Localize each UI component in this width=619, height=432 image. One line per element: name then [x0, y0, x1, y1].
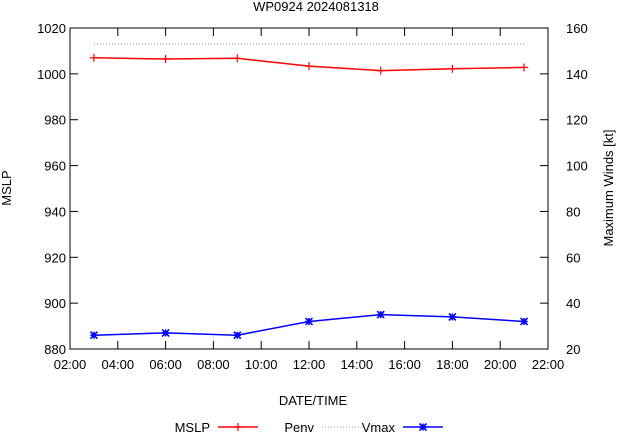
plot-area: 02:00 04:00 06:00 08:00 10:00 12:00 14:00 16:00… — [37, 21, 588, 372]
legend: MSLP Penv Vmax — [175, 420, 443, 432]
x-tick-label: 04:00 — [102, 357, 135, 372]
y-axis-right: 20 40 60 80 100 120 140 160 — [540, 21, 588, 357]
plus-marker — [520, 63, 529, 72]
y2-tick-label: 40 — [566, 296, 580, 311]
y-tick-label: 880 — [44, 342, 66, 357]
y-tick-label: 920 — [44, 250, 66, 265]
chart-title: WP0924 2024081318 — [253, 0, 379, 14]
legend-item: Penv — [284, 420, 362, 432]
plus-marker — [305, 62, 313, 71]
series-vmax — [89, 310, 529, 340]
y2-axis-label: Maximum Winds [kt] — [601, 129, 616, 246]
y2-tick-label: 140 — [566, 67, 588, 82]
x-tick-label: 12:00 — [293, 357, 326, 372]
x-tick-label: 02:00 — [54, 357, 87, 372]
x-tick-label: 10:00 — [245, 357, 278, 372]
series-layer — [89, 43, 529, 340]
plus-marker — [89, 53, 98, 62]
y-tick-label: 1000 — [37, 67, 66, 82]
plus-marker — [161, 54, 170, 63]
y-axis-label: MSLP — [0, 170, 14, 205]
x-tick-label: 22:00 — [532, 357, 565, 372]
x-axis-label: DATE/TIME — [279, 393, 348, 408]
y-tick-label: 980 — [44, 113, 66, 128]
x-tick-label: 06:00 — [149, 357, 182, 372]
y2-tick-label: 160 — [566, 21, 588, 36]
y2-tick-label: 100 — [566, 159, 588, 174]
y-tick-label: 940 — [44, 204, 66, 219]
y-axis-left: 880 900 920 940 960 980 1000 1020 — [37, 21, 78, 357]
star-marker — [520, 317, 529, 326]
series-penv — [89, 53, 529, 75]
y-tick-label: 900 — [44, 296, 66, 311]
star-marker — [233, 331, 242, 340]
star-marker — [448, 312, 457, 321]
x-tick-label: 18:00 — [436, 357, 469, 372]
plot-frame — [69, 27, 549, 350]
x-tick-label: 08:00 — [197, 357, 230, 372]
x-tick-label: 20:00 — [484, 357, 517, 372]
legend-label: MSLP — [175, 420, 210, 432]
plus-marker — [448, 64, 457, 73]
plus-marker — [234, 423, 242, 431]
x-tick-label: 16:00 — [388, 357, 421, 372]
star-marker — [304, 317, 314, 326]
y2-tick-label: 60 — [566, 250, 580, 265]
legend-item: Vmax — [362, 420, 443, 432]
y2-tick-label: 120 — [566, 113, 588, 128]
x-tick-label: 14:00 — [341, 357, 374, 372]
plus-marker — [233, 54, 242, 63]
legend-label: Vmax — [362, 420, 396, 432]
star-marker — [376, 310, 385, 319]
y-tick-label: 1020 — [37, 21, 66, 36]
y2-tick-label: 20 — [566, 342, 580, 357]
legend-item: MSLP — [175, 420, 258, 432]
plus-marker — [376, 66, 385, 75]
star-marker — [161, 328, 170, 338]
star-marker — [89, 331, 98, 340]
legend-label: Penv — [284, 420, 314, 432]
y-tick-label: 960 — [44, 159, 66, 174]
x-axis: 02:00 04:00 06:00 08:00 10:00 12:00 14:00 16:00… — [54, 28, 565, 372]
star-marker — [418, 422, 428, 432]
y2-tick-label: 80 — [566, 204, 580, 219]
